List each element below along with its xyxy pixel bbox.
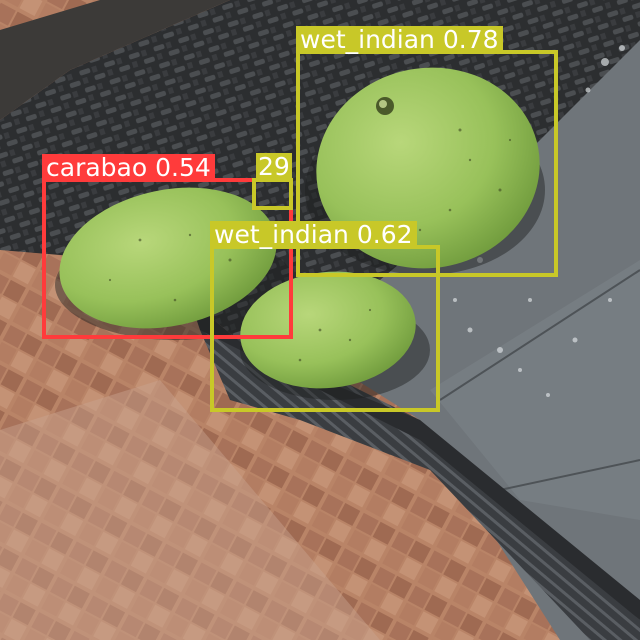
mango-top-right <box>316 67 540 269</box>
detection-label-wet-indian-2: wet_indian 0.62 <box>210 221 417 249</box>
mango-bottom <box>240 271 416 389</box>
detection-label-wet-indian-1: wet_indian 0.78 <box>296 26 503 54</box>
detection-box-wet-indian-2 <box>210 245 440 412</box>
detection-label-carabao: carabao 0.54 <box>42 154 215 182</box>
detection-box-secondary <box>252 178 293 210</box>
detection-label-secondary: 29 <box>256 152 292 181</box>
